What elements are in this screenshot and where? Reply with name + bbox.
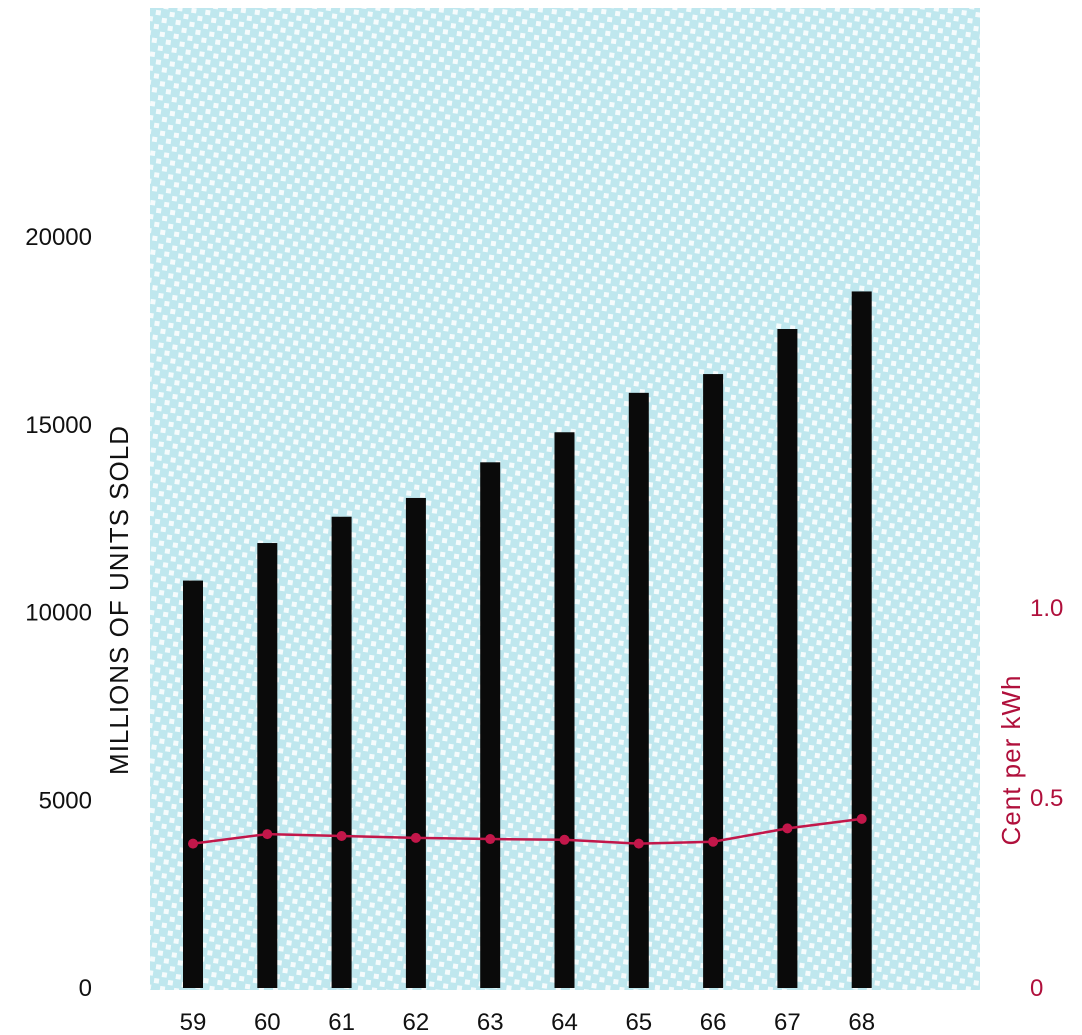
x-tick-label-68: 68 [848,1009,875,1035]
x-axis-ticks: 59 60 61 62 63 64 65 66 67 68 [180,1009,875,1035]
x-tick-label-59: 59 [180,1009,207,1035]
x-tick-label-64: 64 [551,1009,578,1035]
bar-60 [257,543,278,988]
left-axis-title: MILLIONS OF UNITS SOLD [104,425,134,775]
price-point-59 [188,838,198,849]
price-point-65 [633,838,644,849]
bar-63 [480,462,501,988]
right-tick-label-1.0: 1.0 [1030,595,1063,622]
right-axis-title: Cent per kWh [996,675,1026,846]
bar-61 [331,516,352,988]
x-tick-label-65: 65 [625,1009,652,1035]
left-tick-label-20000: 20000 [25,224,92,251]
price-point-66 [708,836,719,847]
bar-65 [628,392,649,988]
price-point-67 [782,823,793,834]
bars-group [183,291,872,988]
left-axis-ticks: 0 5000 10000 15000 20000 [25,224,92,1002]
x-tick-label-66: 66 [700,1009,727,1035]
x-tick-label-67: 67 [774,1009,801,1035]
right-tick-label-0: 0 [1030,975,1043,1002]
bar-59 [183,580,203,988]
bar-62 [405,497,426,988]
bar-67 [777,328,798,988]
x-tick-label-63: 63 [477,1009,504,1035]
x-tick-label-62: 62 [403,1009,430,1035]
price-point-62 [410,832,421,843]
price-line-group [188,813,867,849]
x-tick-label-61: 61 [328,1009,355,1035]
price-point-61 [336,831,347,841]
left-tick-label-5000: 5000 [39,787,92,814]
price-point-64 [559,834,570,845]
left-tick-label-0: 0 [79,975,92,1002]
right-axis-ticks: 0 0.5 1.0 [1030,595,1063,1002]
right-tick-label-0.5: 0.5 [1030,785,1063,812]
price-point-63 [485,834,496,845]
bar-66 [703,374,724,988]
price-point-60 [262,829,273,840]
left-tick-label-15000: 15000 [25,412,92,439]
price-point-68 [856,813,867,824]
bar-68 [851,291,872,988]
price-line [192,817,862,845]
x-tick-label-60: 60 [254,1009,281,1035]
bar-64 [554,432,575,988]
left-tick-label-10000: 10000 [25,600,92,627]
